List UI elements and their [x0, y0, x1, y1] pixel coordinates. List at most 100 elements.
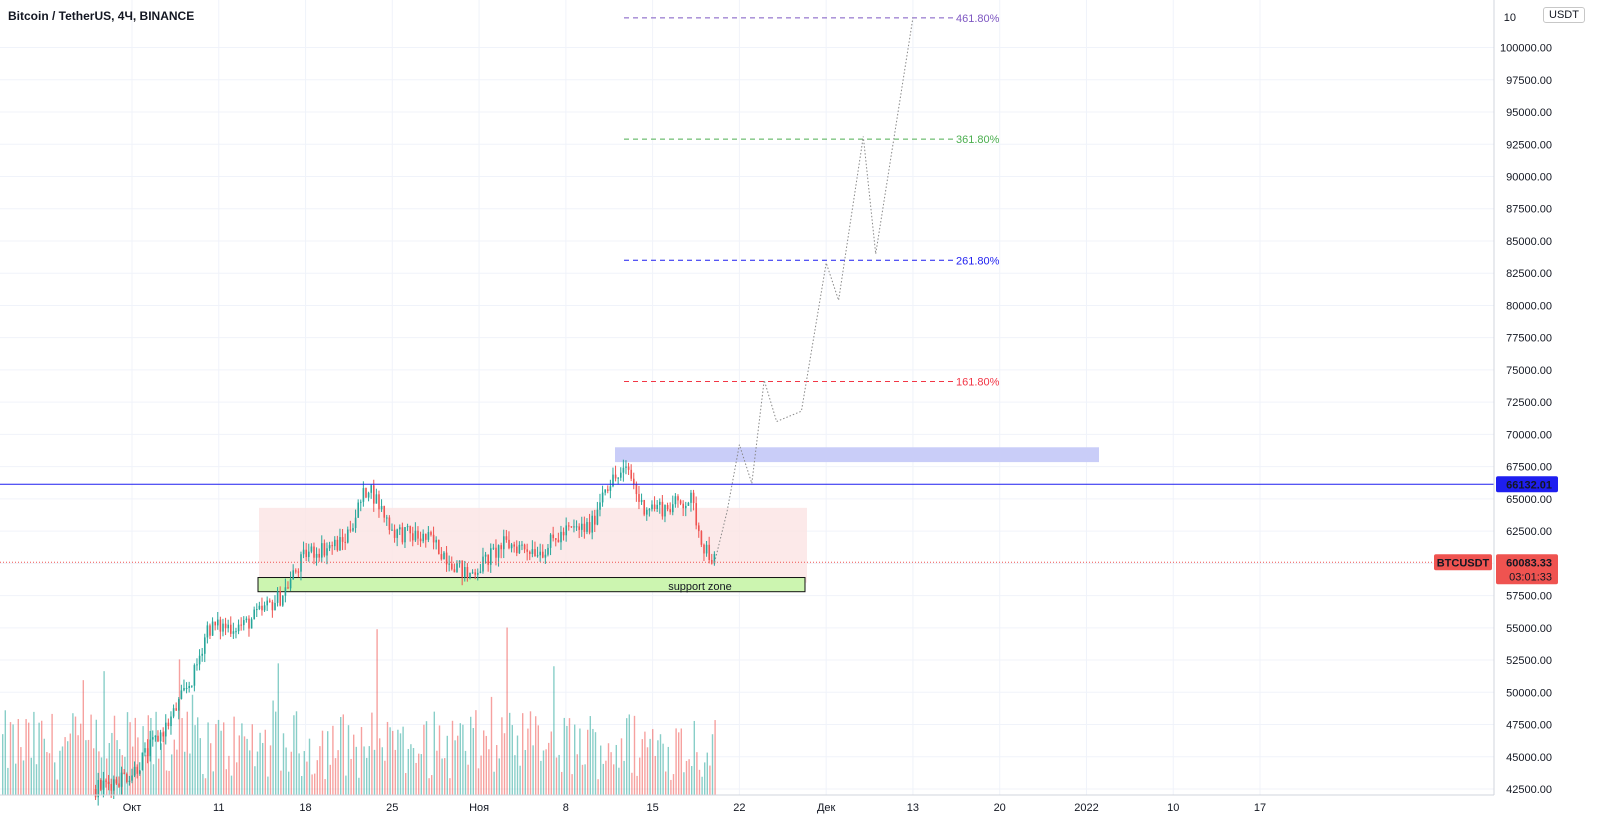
- volume-bar: [82, 680, 84, 795]
- currency-unit-button[interactable]: USDT: [1543, 7, 1585, 23]
- volume-bar: [355, 746, 357, 795]
- volume-bar: [488, 749, 490, 795]
- volume-bar: [548, 742, 550, 795]
- candle-body: [313, 546, 315, 558]
- volume-bar: [184, 751, 186, 795]
- candle-body: [419, 538, 422, 542]
- candle-body: [666, 505, 669, 510]
- candle-body: [217, 619, 219, 626]
- volume-bar: [275, 711, 277, 795]
- support-zone-label: support zone: [668, 581, 732, 593]
- volume-bar: [332, 725, 334, 795]
- volume-bar: [25, 719, 27, 795]
- candle-body: [414, 530, 417, 541]
- volume-bar: [61, 746, 64, 795]
- candle-body: [692, 492, 695, 504]
- candle-body: [607, 489, 609, 491]
- x-axis[interactable]: Окт 11 18 25 Ноя 8 15 22 Дек 13 20 2022 10 17: [0, 794, 1494, 814]
- candle-body: [328, 545, 331, 549]
- candle-body: [354, 517, 357, 529]
- candle-body: [347, 529, 349, 543]
- volume-bar: [550, 731, 552, 795]
- candle-body: [315, 553, 318, 558]
- candle-body: [674, 496, 677, 505]
- zones: support zone: [257, 447, 1099, 593]
- price-lines: [0, 483, 1494, 563]
- symbol-tag: [1434, 554, 1492, 571]
- candle-body: [417, 530, 419, 539]
- y-axis[interactable]: 42500.00 45000.00 47500.00 50000.00 52500.00…: [1493, 0, 1556, 796]
- candle-body: [552, 534, 555, 539]
- candle-body: [149, 739, 152, 757]
- candle-body: [536, 555, 539, 557]
- candle-body: [152, 737, 154, 740]
- volume-bar: [467, 764, 469, 795]
- candle-body: [560, 531, 562, 543]
- candle-body: [383, 506, 386, 518]
- volume-bar: [594, 732, 597, 795]
- volume-bar: [254, 766, 256, 795]
- candle-body: [477, 572, 479, 575]
- candle-body: [162, 732, 165, 737]
- x-tick-label: 11: [213, 802, 224, 814]
- candle-body: [588, 522, 591, 533]
- candle-body: [180, 690, 183, 699]
- candle-body: [167, 722, 170, 727]
- x-tick-label: Дек: [817, 802, 836, 814]
- candle-body: [547, 547, 549, 555]
- candle-body: [521, 544, 523, 546]
- candle-body: [360, 501, 362, 503]
- candle-body: [126, 774, 128, 782]
- candle-body: [708, 544, 711, 560]
- volume-bar: [178, 659, 181, 795]
- volume-bar: [524, 750, 526, 795]
- volume-bar: [386, 721, 389, 795]
- volume-bar: [28, 722, 30, 795]
- volume-bar: [490, 696, 493, 795]
- volume-bar: [277, 663, 279, 795]
- candle-body: [557, 539, 560, 543]
- candle-body: [513, 544, 516, 547]
- volume-bar: [243, 736, 246, 795]
- candle-body: [175, 708, 178, 711]
- candle-body: [542, 551, 544, 558]
- volume-bar: [358, 777, 360, 795]
- volume-bar: [477, 768, 480, 795]
- volume-bar: [646, 747, 649, 795]
- candle-body: [648, 509, 651, 511]
- volume-bar: [223, 722, 225, 795]
- candle-body: [562, 531, 565, 536]
- volume-bar: [100, 757, 103, 795]
- candle-body: [295, 570, 297, 572]
- candle-body: [373, 485, 375, 504]
- volume-bar: [119, 749, 121, 795]
- volume-bar: [293, 715, 295, 795]
- candle-body: [526, 549, 529, 552]
- volume-bar: [303, 751, 305, 795]
- volume-bar: [134, 717, 136, 795]
- candle-body: [646, 509, 648, 515]
- candle-body: [591, 515, 594, 533]
- volume-bar: [628, 714, 630, 795]
- volume-bar: [116, 740, 118, 795]
- volume-bar: [522, 713, 524, 795]
- volume-bar: [389, 727, 391, 795]
- candle-body: [503, 536, 505, 550]
- support-zone: [257, 577, 806, 593]
- volume-bar: [516, 735, 519, 795]
- candle-body: [573, 526, 575, 528]
- volume-bar: [41, 720, 43, 795]
- candle-body: [206, 625, 209, 638]
- candle-body: [393, 529, 396, 538]
- candle-body: [425, 533, 427, 540]
- volume-bar: [9, 722, 12, 795]
- volume-bar: [246, 738, 248, 795]
- volume-bar: [381, 747, 383, 795]
- candle-body: [178, 698, 180, 711]
- volume-bar: [33, 711, 35, 795]
- candle-body: [508, 539, 510, 549]
- volume-bars: [2, 627, 716, 795]
- volume-bar: [691, 766, 693, 795]
- candle-body: [157, 735, 159, 742]
